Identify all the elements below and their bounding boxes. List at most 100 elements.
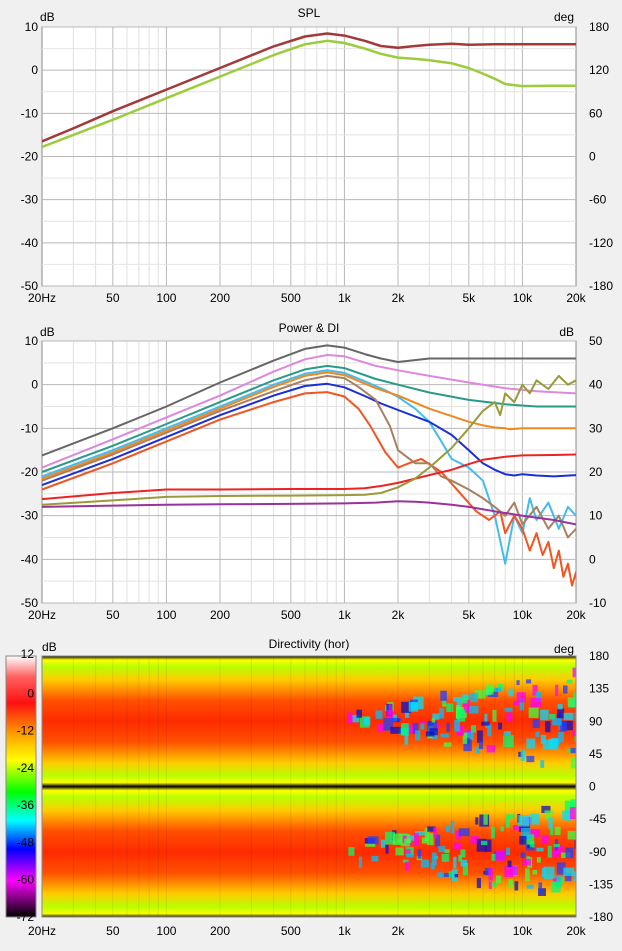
breakup-cell xyxy=(506,816,510,828)
breakup-cell xyxy=(415,730,421,741)
breakup-cell xyxy=(504,865,513,878)
breakup-cell xyxy=(535,691,542,702)
x-tick-label: 200 xyxy=(210,924,230,938)
breakup-cell xyxy=(513,825,524,831)
y-tick-label: 40 xyxy=(589,378,603,392)
breakup-cell xyxy=(520,852,526,858)
breakup-cell xyxy=(570,747,576,754)
breakup-cell xyxy=(548,739,558,748)
breakup-cell xyxy=(552,718,562,726)
y-tick-label: -180 xyxy=(589,279,613,293)
directivity-title: Directivity (hor) xyxy=(269,637,350,651)
x-tick-label: 50 xyxy=(106,291,120,305)
breakup-cell xyxy=(548,817,553,829)
breakup-cell xyxy=(438,846,446,853)
breakup-cell xyxy=(566,679,573,684)
breakup-cell xyxy=(395,847,404,856)
spl-x-tick-labels: 20Hz 50 100 200 500 1k 2k 5k 10k 20k xyxy=(28,291,587,305)
breakup-cell xyxy=(540,734,546,744)
x-tick-label: 20k xyxy=(566,608,586,622)
breakup-cell xyxy=(420,723,425,730)
breakup-cell xyxy=(435,834,441,847)
breakup-cell xyxy=(456,709,466,722)
power-di-title: Power & DI xyxy=(279,321,340,335)
power-di-series xyxy=(42,344,576,587)
breakup-cell xyxy=(479,741,483,749)
y-tick-label: -60 xyxy=(589,193,607,207)
x-tick-label: 5k xyxy=(462,608,476,622)
directivity-grid xyxy=(72,656,523,917)
breakup-cell xyxy=(427,833,434,845)
breakup-cell xyxy=(484,867,492,876)
breakup-cell xyxy=(563,867,575,876)
breakup-cell xyxy=(541,805,551,813)
breakup-cell xyxy=(391,717,401,722)
breakup-cell xyxy=(440,690,447,701)
breakup-cell xyxy=(443,742,452,747)
y-tick-label: -10 xyxy=(21,106,39,120)
colorbar-tick-label: -36 xyxy=(17,798,35,812)
breakup-cell xyxy=(404,838,412,843)
breakup-cell xyxy=(504,707,513,712)
breakup-cell xyxy=(563,712,574,721)
breakup-cell xyxy=(402,859,409,863)
breakup-cell xyxy=(552,878,557,882)
breakup-cell xyxy=(520,750,526,761)
breakup-cell xyxy=(516,680,520,685)
y-tick-label: -45 xyxy=(589,812,607,826)
y-tick-label: 30 xyxy=(589,421,603,435)
x-tick-label: 5k xyxy=(462,291,476,305)
colorbar xyxy=(5,655,37,918)
breakup-cell xyxy=(521,828,531,840)
colorbar-tick-label: -60 xyxy=(17,873,35,887)
breakup-cell xyxy=(518,751,523,757)
breakup-cell xyxy=(414,831,425,836)
breakup-cell xyxy=(519,697,525,711)
breakup-cell xyxy=(383,718,394,731)
y-tick-label: 0 xyxy=(589,150,596,164)
breakup-cell xyxy=(461,697,468,704)
breakup-cell xyxy=(454,842,462,849)
breakup-cell xyxy=(429,728,438,736)
breakup-cell xyxy=(462,694,470,700)
breakup-cell xyxy=(526,755,535,763)
breakup-cell xyxy=(553,845,564,855)
breakup-cell xyxy=(453,856,457,869)
breakup-cell xyxy=(574,840,576,849)
breakup-cell xyxy=(558,732,564,743)
breakup-cell xyxy=(488,868,493,881)
breakup-cell xyxy=(567,830,576,840)
spl-title: SPL xyxy=(298,6,321,20)
directivity-panel: 120-12-24-36-48-60-72 20Hz 50 100 200 500 1k 2… xyxy=(0,630,622,951)
breakup-cell xyxy=(513,701,520,706)
y-tick-label: -20 xyxy=(21,150,39,164)
breakup-cell xyxy=(564,800,575,814)
breakup-cell xyxy=(440,733,449,738)
breakup-cell xyxy=(508,688,514,697)
breakup-cell xyxy=(506,847,510,855)
breakup-cell xyxy=(460,859,467,867)
spl-series xyxy=(42,32,576,149)
breakup-cell xyxy=(405,849,411,855)
series-line-7 xyxy=(42,374,576,539)
series-line-9 xyxy=(42,374,576,506)
breakup-cell xyxy=(574,871,576,882)
breakup-cell xyxy=(408,702,419,712)
y-tick-label: -180 xyxy=(589,910,613,924)
colorbar-tick-label: -48 xyxy=(17,835,35,849)
colorbar-tick-label: -24 xyxy=(17,761,35,775)
series-line-0 xyxy=(42,32,576,143)
breakup-cell xyxy=(454,874,459,878)
breakup-cell xyxy=(538,882,543,894)
breakup-cell xyxy=(554,876,561,888)
breakup-cell xyxy=(508,879,513,889)
breakup-cell xyxy=(417,849,422,859)
y-tick-label: 0 xyxy=(31,378,38,392)
breakup-cell xyxy=(544,810,554,815)
y-tick-label: -50 xyxy=(21,596,39,610)
breakup-cell xyxy=(367,836,379,845)
x-tick-label: 1k xyxy=(338,608,352,622)
breakup-cell xyxy=(408,835,415,841)
breakup-cell xyxy=(390,726,401,734)
